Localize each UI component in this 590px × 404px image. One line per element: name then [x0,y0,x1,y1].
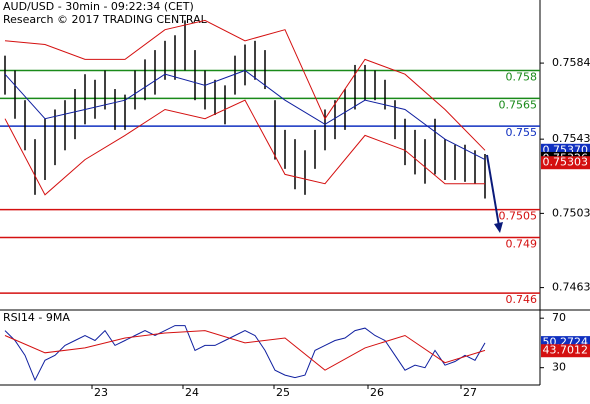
x-tick-label: 23 [94,386,108,399]
forecast-arrow-head [494,222,503,233]
y-tick-label: 0.7503 [552,206,590,219]
rsi-line [4,325,486,382]
level-label: 0.746 [506,293,538,306]
rsi-line [4,330,486,371]
level-label: 0.7565 [499,98,538,111]
rsi-title: RSI14 - 9MA [3,311,70,324]
forecast-arrow [486,154,500,227]
x-tick-label: 25 [276,386,290,399]
value-marker-label: 0.75303 [543,156,589,169]
x-tick-label: 26 [370,386,384,399]
y-tick-label: 0.7584 [552,56,590,69]
indicator-line [4,99,485,196]
y-tick-label: 0.7543 [552,132,590,145]
y-tick-label: 30 [552,361,566,374]
y-tick-label: 70 [552,311,566,324]
level-label: 0.758 [506,71,538,84]
level-label: 0.7505 [499,210,538,223]
header-credit: Research © 2017 TRADING CENTRAL [3,13,208,26]
header-title: AUD/USD - 30min - 09:22:34 (CET) [3,0,194,13]
plot-layer: 0.7584 0.7543 0.7503 0.7463 0.758 0.7565 0.755… [0,19,590,399]
value-marker-label: 43.7012 [543,344,589,357]
x-tick-label: 24 [185,386,199,399]
indicator-line [4,69,486,161]
indicator-line [4,19,486,151]
y-tick-label: 0.7463 [552,281,590,294]
value-marker [541,344,590,358]
value-marker [541,156,590,170]
level-label: 0.755 [506,126,538,139]
x-tick-label: 27 [463,386,477,399]
level-label: 0.749 [506,237,538,250]
